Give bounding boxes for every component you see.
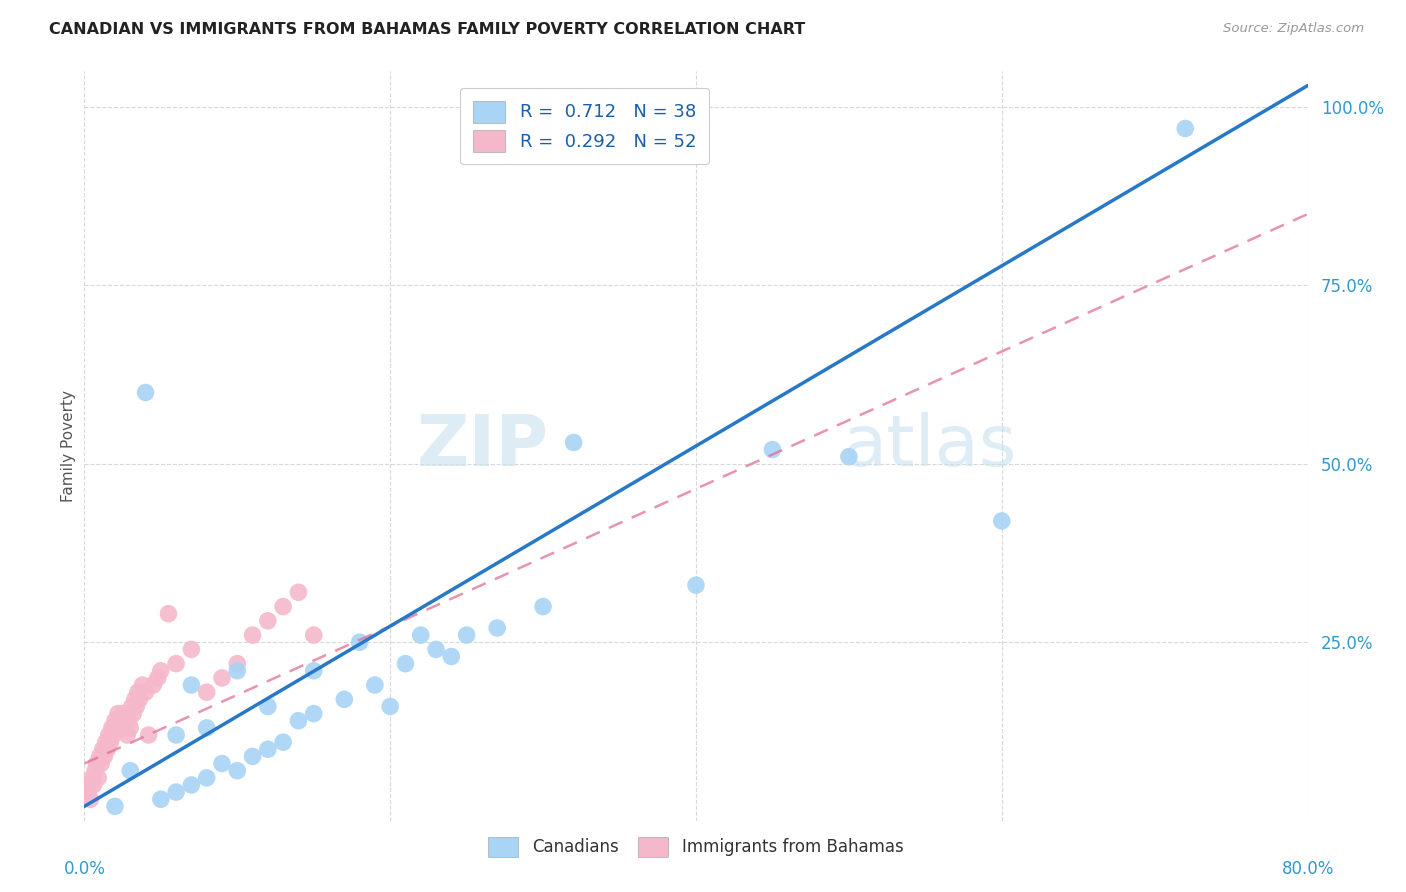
Point — [195, 721, 218, 735]
Point — [302, 706, 325, 721]
Point — [90, 756, 112, 771]
Point — [242, 749, 264, 764]
Point — [685, 578, 707, 592]
Point — [128, 692, 150, 706]
Text: ZIP: ZIP — [418, 411, 550, 481]
Point — [195, 685, 218, 699]
Point — [149, 664, 172, 678]
Point — [115, 728, 138, 742]
Point — [122, 706, 145, 721]
Point — [142, 678, 165, 692]
Point — [94, 735, 117, 749]
Point — [211, 756, 233, 771]
Point — [97, 728, 120, 742]
Point — [120, 764, 142, 778]
Point — [165, 657, 187, 671]
Point — [108, 714, 131, 728]
Y-axis label: Family Poverty: Family Poverty — [60, 390, 76, 502]
Point — [1174, 121, 1197, 136]
Point — [89, 749, 111, 764]
Point — [93, 749, 115, 764]
Point — [146, 671, 169, 685]
Point — [271, 599, 294, 614]
Text: CANADIAN VS IMMIGRANTS FROM BAHAMAS FAMILY POVERTY CORRELATION CHART: CANADIAN VS IMMIGRANTS FROM BAHAMAS FAMI… — [49, 22, 806, 37]
Point — [165, 728, 187, 742]
Point — [84, 764, 107, 778]
Point — [364, 678, 387, 692]
Point — [112, 714, 135, 728]
Point — [242, 628, 264, 642]
Point — [149, 792, 172, 806]
Point — [96, 742, 118, 756]
Point — [87, 771, 110, 785]
Point — [380, 699, 402, 714]
Point — [502, 128, 524, 143]
Point — [287, 714, 309, 728]
Point — [394, 657, 416, 671]
Point — [120, 721, 142, 735]
Point — [101, 721, 124, 735]
Point — [157, 607, 180, 621]
Point — [135, 385, 157, 400]
Point — [531, 599, 554, 614]
Point — [302, 628, 325, 642]
Point — [107, 706, 129, 721]
Point — [349, 635, 371, 649]
Point — [271, 735, 294, 749]
Point — [257, 699, 280, 714]
Point — [226, 664, 249, 678]
Point — [991, 514, 1014, 528]
Point — [562, 435, 585, 450]
Point — [165, 785, 187, 799]
Point — [111, 706, 134, 721]
Point — [104, 714, 127, 728]
Point — [226, 657, 249, 671]
Point — [226, 764, 249, 778]
Point — [302, 664, 325, 678]
Point — [257, 742, 280, 756]
Point — [105, 721, 128, 735]
Point — [838, 450, 860, 464]
Point — [91, 742, 114, 756]
Point — [180, 642, 202, 657]
Point — [486, 621, 509, 635]
Point — [761, 442, 783, 457]
Point — [257, 614, 280, 628]
Point — [138, 728, 160, 742]
Point — [110, 721, 132, 735]
Point — [121, 699, 143, 714]
Point — [440, 649, 463, 664]
Point — [195, 771, 218, 785]
Point — [131, 678, 153, 692]
Point — [211, 671, 233, 685]
Point — [135, 685, 157, 699]
Point — [118, 714, 141, 728]
Point — [80, 771, 103, 785]
Point — [98, 735, 121, 749]
Point — [425, 642, 447, 657]
Point — [287, 585, 309, 599]
Point — [124, 692, 146, 706]
Point — [77, 778, 100, 792]
Point — [114, 706, 136, 721]
Text: atlas: atlas — [842, 411, 1017, 481]
Point — [456, 628, 478, 642]
Point — [333, 692, 356, 706]
Text: 80.0%: 80.0% — [1281, 860, 1334, 878]
Point — [409, 628, 432, 642]
Point — [103, 728, 125, 742]
Legend: Canadians, Immigrants from Bahamas: Canadians, Immigrants from Bahamas — [477, 825, 915, 869]
Point — [104, 799, 127, 814]
Point — [127, 685, 149, 699]
Point — [86, 756, 108, 771]
Text: Source: ZipAtlas.com: Source: ZipAtlas.com — [1223, 22, 1364, 36]
Point — [83, 778, 105, 792]
Point — [180, 678, 202, 692]
Point — [79, 792, 101, 806]
Text: 0.0%: 0.0% — [63, 860, 105, 878]
Point — [76, 785, 98, 799]
Point — [125, 699, 148, 714]
Point — [180, 778, 202, 792]
